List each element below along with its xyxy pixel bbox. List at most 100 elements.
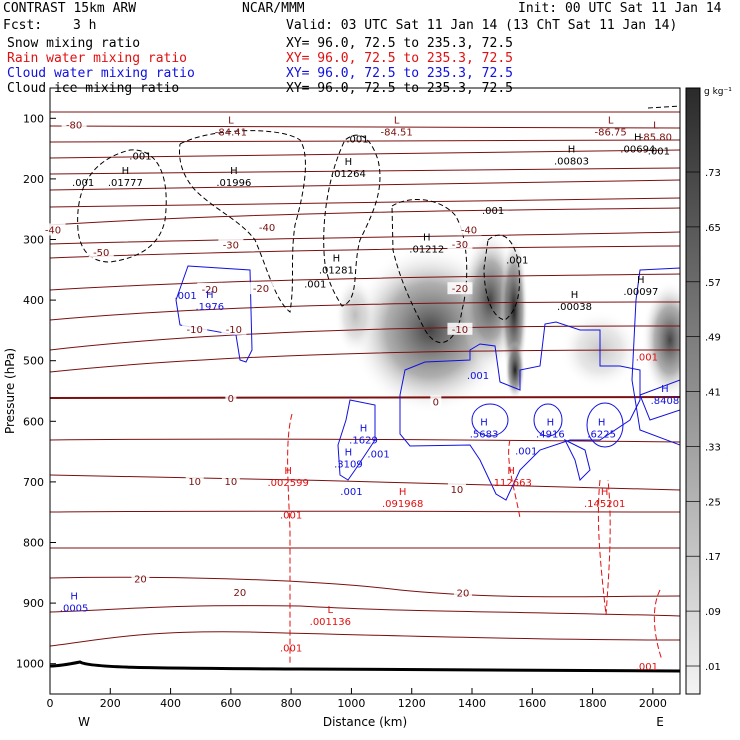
isotherm-label-bg <box>88 245 114 258</box>
cloud-water-contours <box>175 265 680 501</box>
isotherm-line <box>50 396 680 399</box>
colorbar-tick-label: .33 <box>705 442 721 453</box>
rain-contour <box>287 413 293 665</box>
extremum-marker: L <box>653 120 659 131</box>
y-tick-label: 100 <box>23 112 44 125</box>
isotherm-label-bg <box>430 395 442 408</box>
extremum-value: .01264 <box>331 169 366 180</box>
isotherm-label: -10 <box>226 325 242 336</box>
x-axis-label: Distance (km) <box>323 715 407 729</box>
extremum-marker: H <box>637 275 645 286</box>
snow-label: .001 <box>346 135 368 146</box>
x-tick-label: 1000 <box>337 697 365 710</box>
extremum-value: .01212 <box>409 245 444 256</box>
isotherm-label: 10 <box>224 477 237 488</box>
layer-cloud-water: Cloud water mixing ratio <box>7 66 195 81</box>
y-tick-label: 1000 <box>16 658 44 671</box>
snow-contour <box>647 105 680 109</box>
extremum-marker: H <box>70 591 78 602</box>
extremum-value: .00694 <box>620 145 655 156</box>
extremum-value: .112663 <box>491 478 532 489</box>
isotherm-label-bg <box>61 118 87 131</box>
snow-label: .001 <box>304 279 326 290</box>
rain-contours <box>287 413 663 665</box>
extremum-marker: H <box>360 423 368 434</box>
isotherm-line <box>50 125 680 129</box>
x-tick-label: 1600 <box>518 697 546 710</box>
colorbar-bar <box>685 87 701 695</box>
cloud-contour <box>586 402 624 448</box>
extremum-value: .00038 <box>557 302 592 313</box>
extremum-marker: H <box>345 157 353 168</box>
isotherm-line <box>50 179 680 191</box>
snow-label: .001 <box>648 147 670 158</box>
ground-line <box>50 660 680 673</box>
xy-cloud-water: XY= 96.0, 72.5 to 235.3, 72.5 <box>286 66 513 81</box>
org-label: NCAR/MMM <box>242 1 305 16</box>
rain-label: .001 <box>636 662 658 673</box>
snow-label: .001 <box>482 206 504 217</box>
extremum-value: .00803 <box>554 157 589 168</box>
isotherm-label-bg <box>456 223 482 236</box>
layer-snow: Snow mixing ratio <box>7 36 141 51</box>
rain-contour <box>597 479 611 616</box>
extremum-value: .01996 <box>216 178 251 189</box>
x-tick-label: 200 <box>100 697 121 710</box>
extremum-marker: H <box>284 466 292 477</box>
colorbar-tick-label: .09 <box>705 607 721 618</box>
fcst-label: Fcst: <box>3 18 43 33</box>
extremum-marker: H <box>598 417 606 428</box>
extremum-value: .145201 <box>584 499 625 510</box>
isotherm-line <box>50 139 680 143</box>
colorbar-tick-label: .73 <box>705 168 721 179</box>
extremum-value: .01281 <box>319 266 354 277</box>
valid-time: Valid: 03 UTC Sat 11 Jan 14 (13 ChT Sat … <box>286 18 678 33</box>
colorbar-tick-label: .57 <box>705 278 721 289</box>
snow-contour <box>179 130 306 313</box>
y-tick-label: 900 <box>23 597 44 610</box>
cloud-label: .001 <box>515 447 537 458</box>
shade-blob <box>642 280 680 400</box>
extremum-value: .002599 <box>267 478 308 489</box>
extremum-marker: H <box>333 254 341 265</box>
cloud-contour <box>533 403 563 437</box>
cloud-contour <box>471 403 509 437</box>
isotherm-label: -40 <box>461 225 477 236</box>
fcst-value: 3 h <box>73 18 97 33</box>
shade-blob <box>335 275 375 355</box>
x-tick-label: 800 <box>281 697 302 710</box>
axes: 0 200 400 600 800 1000 1200 1400 1600 1800 2000100… <box>16 112 667 710</box>
colorbar-tick-label: .65 <box>705 223 721 234</box>
x-end-left: W <box>78 715 90 729</box>
isotherm-line <box>50 207 680 226</box>
isotherm-label: -10 <box>452 325 468 336</box>
isotherm-line <box>50 605 680 617</box>
contour-labels: -80 -50 -40 -40 -40 -30 -30 -20 -20 -20 -10 -10 -10 0… <box>40 116 679 673</box>
cloud-contour <box>563 438 591 481</box>
y-tick-label: 400 <box>23 294 44 307</box>
isotherm-label: 10 <box>188 477 201 488</box>
colorbar-tick-label: .41 <box>705 388 721 399</box>
y-tick-label: 700 <box>23 476 44 489</box>
cloud-label: .001 <box>340 487 362 498</box>
rain-label: .001 <box>636 353 658 364</box>
isotherm-label-bg <box>218 238 244 251</box>
extremum-value: .3109 <box>334 460 363 471</box>
y-axis-label: Pressure (hPa) <box>3 348 17 434</box>
layer-rain: Rain water mixing ratio <box>7 51 188 66</box>
isotherm-line <box>50 631 680 647</box>
isotherm-label: -50 <box>93 248 109 259</box>
extremum-value: -84.41 <box>215 128 247 139</box>
rain-contour <box>653 589 663 661</box>
isotherm-label: -40 <box>45 225 61 236</box>
colorbar-tick-label: .01 <box>705 662 721 673</box>
isotherm-line <box>50 245 680 259</box>
rain-contour <box>508 439 521 519</box>
isotherm-label-bg <box>185 474 204 487</box>
colorbar-tick-label: .17 <box>705 552 721 563</box>
y-tick-label: 500 <box>23 355 44 368</box>
extremum-marker: H <box>230 166 238 177</box>
x-tick-label: 1800 <box>579 697 607 710</box>
cloud-label: .001 <box>367 450 389 461</box>
